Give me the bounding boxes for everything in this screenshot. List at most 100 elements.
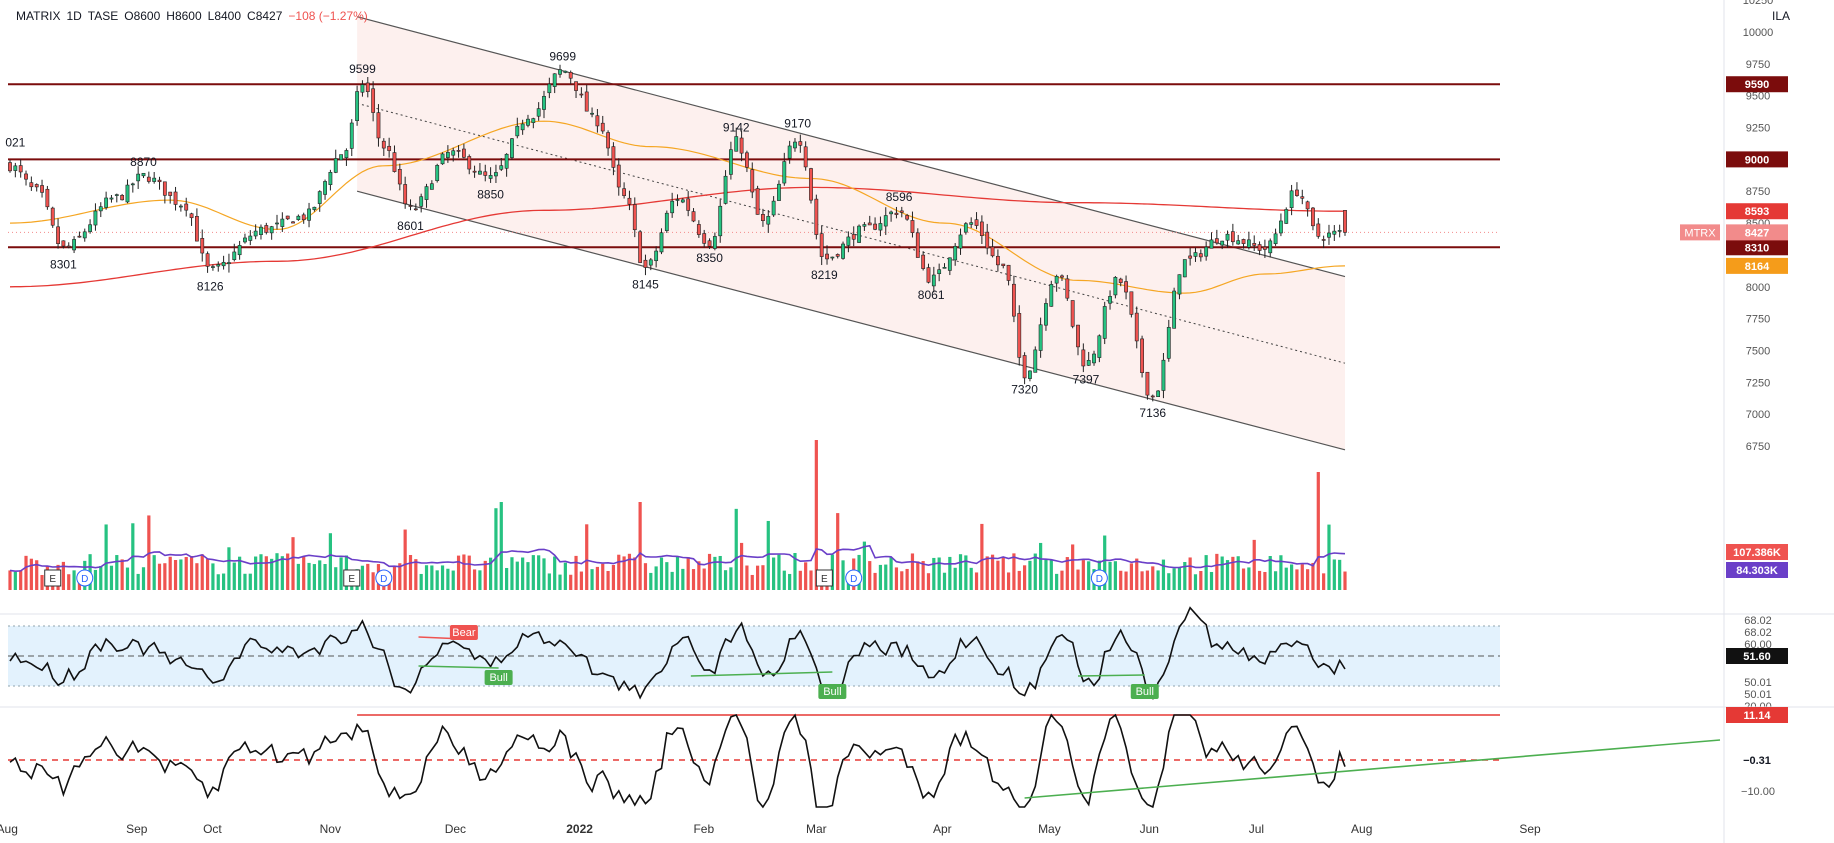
event-label: E [49, 574, 56, 585]
candle [734, 127, 739, 152]
volume-bar [1113, 561, 1117, 590]
symbol-legend[interactable]: MATRIX 1D TASE O8600 H8600 L8400 C8427 −108 (−1… [16, 9, 374, 23]
candle [563, 70, 568, 74]
event-badge [44, 569, 62, 587]
time-tick-label: Jul [1249, 822, 1264, 836]
candle-body [1241, 239, 1246, 244]
candle [1044, 298, 1048, 331]
candle [574, 81, 578, 99]
candle-body [1214, 238, 1219, 244]
volume-bar [953, 567, 957, 590]
candle [600, 115, 605, 134]
volume-bar [697, 561, 701, 590]
volume-bar [93, 569, 98, 590]
candle [835, 253, 840, 259]
candle-body [280, 218, 285, 227]
candle [456, 145, 461, 158]
volume-bar [569, 574, 573, 590]
volume-bar [916, 561, 920, 590]
candle-body [814, 198, 819, 235]
candle [1033, 346, 1038, 373]
candle [995, 249, 1000, 272]
volume-bar [633, 557, 637, 590]
candle-body [376, 112, 381, 139]
event-label: E [821, 574, 828, 585]
candle [1177, 274, 1182, 300]
candle-body [734, 136, 739, 152]
candle-body [296, 215, 301, 220]
candle-body [979, 221, 984, 236]
candle-body [1012, 283, 1016, 317]
rsi-tick-label: 68.02 [1744, 615, 1772, 627]
bear-signal-badge: Bear [449, 625, 478, 640]
price-annotation: 7397 [1073, 373, 1100, 387]
candle-body [1305, 201, 1310, 210]
volume-tag: 107.386K [1726, 544, 1788, 560]
candle [93, 203, 98, 231]
volume-bar [1145, 570, 1150, 590]
candle-body [483, 171, 488, 176]
candle [243, 233, 247, 244]
volume-bar [1289, 564, 1294, 590]
candle [1204, 241, 1209, 261]
candle [814, 194, 819, 240]
candle-body [1220, 240, 1225, 246]
volume-bar [659, 557, 664, 590]
candle-body [696, 224, 701, 235]
signal-bg [449, 625, 478, 640]
candle-body [1327, 232, 1331, 238]
rsi-bull-divergence [1077, 674, 1145, 677]
volume-bar [675, 556, 680, 590]
candle-body [739, 137, 744, 154]
candle-body [835, 254, 840, 257]
candle-body [862, 224, 867, 227]
candle [1028, 370, 1032, 382]
price-tag-text: 8427 [1745, 227, 1769, 239]
candle-body [301, 214, 306, 221]
candle-body [355, 91, 360, 122]
candle [1220, 240, 1225, 250]
candle-body [1332, 230, 1337, 235]
candle-body [130, 183, 135, 186]
volume-bar [163, 563, 167, 590]
volume-bar [1263, 571, 1267, 590]
candle-body [104, 197, 109, 208]
candle-body [227, 262, 231, 265]
candle [413, 203, 418, 211]
volume-bar [558, 574, 562, 590]
candle-body [1065, 278, 1070, 299]
candle [766, 210, 771, 233]
volume-bar [339, 557, 343, 590]
candle [1102, 301, 1107, 345]
volume-bar [499, 502, 503, 590]
legend-interval: 1D [66, 9, 82, 23]
volume-bar [472, 569, 477, 590]
signal-bg [1130, 684, 1159, 699]
candle-body [563, 70, 568, 73]
price-tag: 8593 [1726, 203, 1788, 220]
candle [894, 206, 899, 219]
volume-bar [617, 554, 621, 590]
candle-body [1038, 324, 1043, 351]
candle-body [1230, 231, 1235, 243]
candle [1097, 334, 1102, 363]
level-tag-text: 9000 [1745, 154, 1769, 166]
candle [141, 172, 146, 179]
candle [862, 222, 867, 231]
volume-bar [777, 554, 781, 590]
candle-body [793, 141, 797, 149]
volume-bar [1129, 563, 1134, 590]
price-annotation: 021 [5, 136, 25, 150]
volume-bar [296, 563, 300, 590]
candle [969, 217, 974, 229]
candle [152, 171, 157, 184]
candle-body [1225, 233, 1230, 241]
candle-body [50, 207, 55, 226]
candle-body [1316, 223, 1321, 237]
volume-bar [115, 555, 119, 590]
volume-bar [307, 562, 311, 590]
price-tag-bg [1726, 257, 1788, 274]
candle-body [616, 164, 621, 188]
volume-bar [232, 562, 236, 590]
